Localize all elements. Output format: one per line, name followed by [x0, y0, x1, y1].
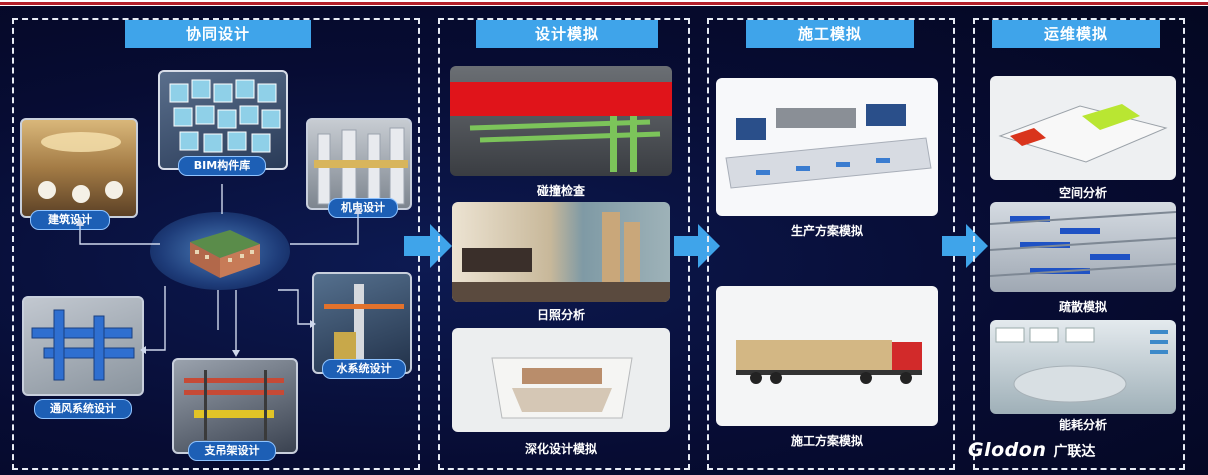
- bim-library-thumbnail: [158, 70, 288, 170]
- detailed-design-thumbnail: [452, 328, 670, 432]
- glodon-logo-text: Glodon: [968, 439, 1047, 461]
- detailed-design-label: 深化设计模拟: [524, 442, 597, 456]
- support-thumbnail: [172, 358, 298, 454]
- water-pipe-image: [324, 284, 404, 370]
- evacuation-sim-thumbnail: [990, 202, 1176, 292]
- pipe-hanger-image: [184, 370, 284, 440]
- mep-label: 机电设计: [328, 198, 398, 218]
- evacuation-floors-image: [990, 211, 1176, 277]
- flow-arrow-1: [404, 224, 452, 268]
- space-analysis-thumbnail: [990, 76, 1176, 180]
- space-analysis-label: 空间分析: [1058, 186, 1107, 200]
- air-duct-image: [31, 309, 135, 381]
- collision-check-thumbnail: [450, 66, 672, 176]
- production-plan-thumbnail: [716, 78, 938, 216]
- energy-dashboard-image: [995, 327, 1168, 403]
- mep-thumbnail: [306, 118, 412, 210]
- banquet-hall-image: [38, 132, 123, 203]
- sunlight-analysis-label: 日照分析: [536, 308, 585, 322]
- flow-arrow-3: [942, 224, 988, 268]
- glodon-logo: Glodon 广联达: [968, 439, 1095, 465]
- architecture-thumbnail: [20, 118, 138, 218]
- top-accent-line: [0, 2, 1208, 5]
- bim-workflow-diagram: 协同设计 BIM构件库 建筑设计 机电设: [0, 6, 1208, 475]
- design-sim-title: 设计模拟: [476, 20, 658, 48]
- evacuation-sim-label: 疏散模拟: [1058, 300, 1107, 314]
- factory-model-image: [725, 104, 932, 189]
- bim-library-label: BIM构件库: [178, 156, 266, 176]
- construction-plan-thumbnail: [716, 286, 938, 426]
- production-plan-label: 生产方案模拟: [790, 224, 863, 238]
- floor-plan-image: [998, 104, 1168, 163]
- ventilation-label: 通风系统设计: [34, 399, 132, 419]
- detailed-design-image: [491, 357, 633, 419]
- bim-components-grid-image: [169, 79, 281, 153]
- collision-check-label: 碰撞检查: [536, 184, 585, 198]
- sunlight-room-image: [452, 212, 670, 302]
- central-building-model: [150, 212, 290, 290]
- sunlight-analysis-thumbnail: [452, 202, 670, 302]
- operation-sim-title: 运维模拟: [992, 20, 1160, 48]
- glodon-cn-name: 广联达: [1053, 444, 1096, 460]
- building-image: [190, 230, 260, 278]
- construction-plan-label: 施工方案模拟: [790, 434, 863, 448]
- collab-connectors: [76, 184, 362, 357]
- energy-analysis-label: 能耗分析: [1058, 418, 1107, 432]
- operation-sim-panel: [973, 18, 1185, 470]
- collision-pipes-image: [450, 82, 672, 172]
- collab-design-title: 协同设计: [125, 20, 311, 48]
- energy-analysis-thumbnail: [990, 320, 1176, 414]
- truck-image: [736, 340, 922, 384]
- ventilation-thumbnail: [22, 296, 144, 396]
- mep-pipes-image: [314, 127, 408, 205]
- water-label: 水系统设计: [322, 359, 406, 379]
- support-label: 支吊架设计: [188, 441, 276, 461]
- construction-sim-title: 施工模拟: [746, 20, 914, 48]
